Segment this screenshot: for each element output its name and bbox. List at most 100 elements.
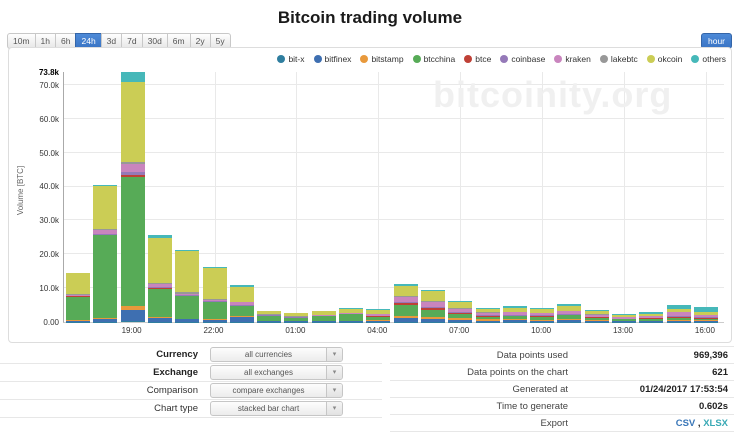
stat-label: Generated at <box>512 383 568 395</box>
legend-item-coinbase[interactable]: coinbase <box>500 54 545 64</box>
bar-segment-kraken <box>502 312 527 315</box>
dropdown-currency[interactable]: all currencies ▾ <box>210 347 343 362</box>
dropdown-chart-type[interactable]: stacked bar chart ▾ <box>210 401 343 416</box>
bar-segment-btce <box>584 317 609 318</box>
bar-segment-bitfinex <box>420 318 445 322</box>
bar-segment-btce <box>448 313 473 315</box>
control-row-chart-type: Chart type stacked bar chart ▾ <box>0 400 382 418</box>
bar-22:00 <box>202 267 227 322</box>
legend-item-bitstamp[interactable]: bitstamp <box>360 54 404 64</box>
x-tick-label: 22:00 <box>203 326 224 335</box>
bar-segment-bitfinex <box>557 320 582 322</box>
bar-segment-coinbase <box>366 315 391 317</box>
bar-03:00 <box>339 307 363 322</box>
stat-value: 621 <box>712 366 728 378</box>
bar-segment-okcoin <box>557 306 582 311</box>
bar-segment-btcchina <box>66 296 90 321</box>
bar-segment-lakebtc <box>420 300 445 302</box>
chevron-down-icon[interactable]: ▾ <box>326 384 342 397</box>
bar-segment-okcoin <box>475 308 500 313</box>
bar-segment-okcoin <box>202 268 227 300</box>
bar-segment-bitstamp <box>175 318 200 320</box>
stat-row-export: Export CSV , XLSX <box>390 415 734 432</box>
bar-segment-btcchina <box>257 315 282 321</box>
x-tick-label: 01:00 <box>285 326 306 335</box>
bar-segment-others <box>202 267 227 269</box>
bar-segment-bitstamp <box>666 320 691 321</box>
legend-dot-lakebtc <box>599 55 608 63</box>
bar-segment-bitstamp <box>448 318 473 320</box>
stat-label: Data points used <box>496 349 568 361</box>
grid-line-x <box>296 72 298 322</box>
bar-segment-kraken <box>639 316 664 318</box>
watermark-text: bitcoinity.org <box>433 74 673 115</box>
bar-segment-others <box>120 72 145 83</box>
bar-segment-coinbase <box>120 171 145 176</box>
bar-segment-okcoin <box>693 312 718 315</box>
bar-segment-coinbase <box>584 316 609 318</box>
grid-line-y <box>64 185 724 187</box>
bar-segment-kraken <box>311 315 336 316</box>
bar-segment-kraken <box>584 314 609 317</box>
bar-segment-okcoin <box>639 313 664 316</box>
bar-segment-btcchina <box>93 235 118 319</box>
plot-area <box>63 72 724 323</box>
chevron-down-icon[interactable]: ▾ <box>326 348 342 361</box>
bar-segment-btcchina <box>120 177 145 306</box>
y-tick-label: 60.0k <box>39 114 59 124</box>
bar-07:00 <box>448 301 473 322</box>
bar-segment-btcchina <box>475 316 500 320</box>
chevron-down-icon[interactable]: ▾ <box>326 366 342 379</box>
export-link-xlsx[interactable]: XLSX <box>703 417 728 429</box>
chevron-down-icon[interactable]: ▾ <box>326 402 342 415</box>
bar-segment-coinbase <box>612 318 636 319</box>
bar-segment-okcoin <box>93 185 118 229</box>
bar-segment-kraken <box>420 301 445 307</box>
bar-segment-bitfinex <box>366 320 391 322</box>
control-label: Chart type <box>154 403 198 414</box>
bar-segment-bitfinex <box>339 321 363 322</box>
legend-item-others[interactable]: others <box>691 54 726 64</box>
bar-segment-kraken <box>257 314 282 316</box>
legend-label: bit-x <box>288 54 305 64</box>
legend-item-lakebtc[interactable]: lakebtc <box>599 54 638 64</box>
dropdown-exchange[interactable]: all exchanges ▾ <box>210 365 343 380</box>
bar-16:00 <box>693 306 718 322</box>
bar-segment-coinbase <box>475 315 500 317</box>
legend-item-bit-x[interactable]: bit-x <box>277 54 305 64</box>
bar-segment-bitstamp <box>557 319 582 321</box>
bar-segment-bitfinex <box>66 320 90 322</box>
legend-item-kraken[interactable]: kraken <box>554 54 591 64</box>
bar-segment-bitfinex <box>311 321 336 322</box>
bar-09:00 <box>502 306 527 322</box>
dropdown-comparison[interactable]: compare exchanges ▾ <box>210 383 343 398</box>
legend-item-okcoin[interactable]: okcoin <box>646 54 682 64</box>
legend-item-btce[interactable]: btce <box>464 54 491 64</box>
bar-segment-lakebtc <box>475 312 500 313</box>
bar-segment-btcchina <box>339 314 363 321</box>
bar-08:00 <box>475 307 500 322</box>
bar-segment-others <box>693 306 718 313</box>
bar-segment-bitfinex <box>147 317 172 322</box>
legend-item-bitfinex[interactable]: bitfinex <box>313 54 351 64</box>
bar-segment-bitfinex <box>612 321 636 322</box>
bar-segment-kraken <box>666 312 691 317</box>
bar-segment-okcoin <box>666 308 691 312</box>
export-link-csv[interactable]: CSV <box>675 417 696 429</box>
legend-label: kraken <box>565 54 591 64</box>
chart-stats-table: Data points used 969,396 Data points on th… <box>390 346 734 432</box>
bar-21:00 <box>175 249 200 322</box>
legend-item-btcchina[interactable]: btcchina <box>412 54 455 64</box>
bar-segment-bitfinex <box>639 321 664 322</box>
bar-segment-kraken <box>366 313 391 316</box>
bar-segment-coinbase <box>93 233 118 235</box>
bar-segment-btcchina <box>420 309 445 317</box>
bar-segment-lakebtc <box>557 310 582 312</box>
y-tick-label: 30.0k <box>39 216 59 226</box>
bar-segment-bitstamp <box>639 320 664 321</box>
bar-segment-others <box>612 314 636 316</box>
legend-dot-btce <box>464 55 473 63</box>
bar-segment-okcoin <box>584 311 609 315</box>
bar-segment-okcoin <box>502 307 527 312</box>
bar-segment-others <box>666 305 691 309</box>
